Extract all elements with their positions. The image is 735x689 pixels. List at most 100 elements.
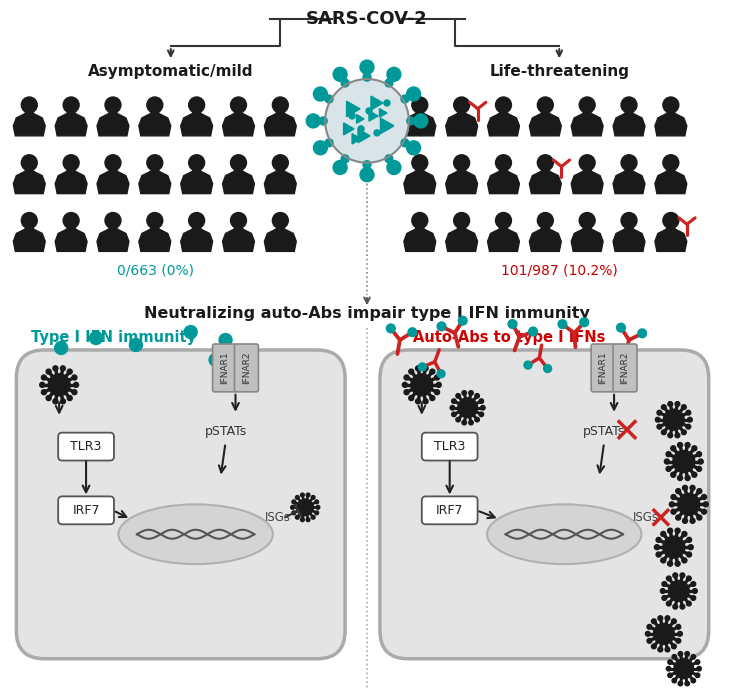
Circle shape (695, 660, 700, 664)
Polygon shape (347, 101, 360, 116)
Circle shape (292, 500, 295, 504)
Circle shape (662, 595, 667, 600)
Circle shape (231, 212, 246, 229)
Circle shape (450, 406, 455, 410)
Circle shape (673, 573, 678, 577)
Circle shape (401, 138, 409, 147)
Circle shape (325, 138, 333, 147)
Circle shape (475, 418, 479, 422)
Circle shape (667, 528, 673, 533)
Circle shape (409, 395, 414, 400)
Circle shape (606, 366, 614, 373)
Circle shape (315, 511, 318, 515)
Circle shape (651, 619, 656, 624)
Circle shape (415, 366, 420, 371)
Circle shape (681, 430, 686, 435)
Polygon shape (55, 111, 87, 136)
Circle shape (46, 395, 51, 400)
Circle shape (668, 660, 673, 664)
Polygon shape (97, 111, 129, 136)
Text: IFNAR2: IFNAR2 (242, 351, 251, 384)
Polygon shape (404, 111, 436, 136)
FancyBboxPatch shape (58, 496, 114, 524)
Circle shape (664, 459, 670, 464)
Circle shape (412, 212, 428, 229)
Circle shape (407, 117, 415, 125)
Circle shape (415, 399, 420, 404)
Circle shape (273, 212, 288, 229)
Text: IFNAR1: IFNAR1 (220, 351, 229, 384)
Circle shape (647, 639, 652, 643)
Circle shape (678, 631, 682, 636)
Circle shape (387, 324, 395, 333)
Circle shape (686, 424, 691, 429)
Text: Neutralizing auto-Abs impair type I IFN immunity: Neutralizing auto-Abs impair type I IFN … (144, 306, 590, 320)
Circle shape (691, 679, 695, 683)
Circle shape (558, 320, 567, 329)
Polygon shape (265, 111, 296, 136)
Polygon shape (358, 129, 370, 143)
Circle shape (273, 97, 288, 113)
Polygon shape (445, 227, 478, 251)
Circle shape (665, 616, 670, 621)
Circle shape (662, 430, 666, 435)
FancyBboxPatch shape (234, 344, 259, 392)
Circle shape (301, 493, 304, 497)
Text: IFNAR1: IFNAR1 (598, 351, 608, 384)
Polygon shape (139, 111, 171, 136)
Circle shape (680, 573, 685, 577)
Circle shape (423, 366, 428, 371)
Circle shape (673, 451, 695, 473)
Circle shape (469, 391, 473, 395)
Circle shape (358, 126, 364, 132)
Circle shape (456, 393, 460, 398)
Circle shape (638, 329, 647, 338)
Circle shape (678, 652, 683, 656)
Circle shape (325, 79, 409, 163)
Circle shape (692, 446, 697, 451)
Circle shape (672, 619, 676, 624)
Circle shape (665, 647, 670, 652)
Circle shape (675, 402, 680, 407)
Circle shape (667, 576, 671, 581)
Circle shape (680, 604, 685, 609)
Circle shape (387, 68, 401, 81)
Circle shape (63, 155, 79, 171)
Polygon shape (369, 111, 378, 121)
Circle shape (363, 73, 371, 81)
Circle shape (341, 155, 349, 163)
Circle shape (672, 644, 676, 649)
Text: SARS-COV-2: SARS-COV-2 (306, 10, 428, 28)
Polygon shape (55, 169, 87, 194)
FancyBboxPatch shape (613, 344, 637, 392)
Circle shape (453, 97, 470, 113)
Circle shape (312, 495, 315, 500)
Circle shape (687, 418, 692, 422)
FancyBboxPatch shape (212, 344, 237, 392)
Circle shape (495, 212, 512, 229)
Circle shape (451, 399, 456, 403)
Circle shape (663, 155, 679, 171)
Circle shape (306, 518, 310, 522)
Circle shape (690, 518, 695, 524)
Circle shape (313, 141, 327, 155)
Text: Asymptomatic/mild: Asymptomatic/mild (88, 63, 254, 79)
Circle shape (658, 616, 663, 621)
Circle shape (462, 420, 467, 425)
Circle shape (301, 518, 304, 522)
Text: IFNAR2: IFNAR2 (620, 351, 629, 384)
Circle shape (209, 353, 222, 367)
Circle shape (469, 420, 473, 425)
Circle shape (697, 515, 702, 520)
Circle shape (451, 412, 456, 417)
Circle shape (459, 316, 467, 325)
Circle shape (670, 502, 674, 507)
Circle shape (333, 68, 347, 81)
Polygon shape (223, 169, 254, 194)
Circle shape (690, 485, 695, 491)
Circle shape (662, 404, 666, 409)
Circle shape (189, 212, 204, 229)
Circle shape (656, 537, 661, 542)
Circle shape (408, 328, 417, 337)
Circle shape (675, 433, 680, 438)
